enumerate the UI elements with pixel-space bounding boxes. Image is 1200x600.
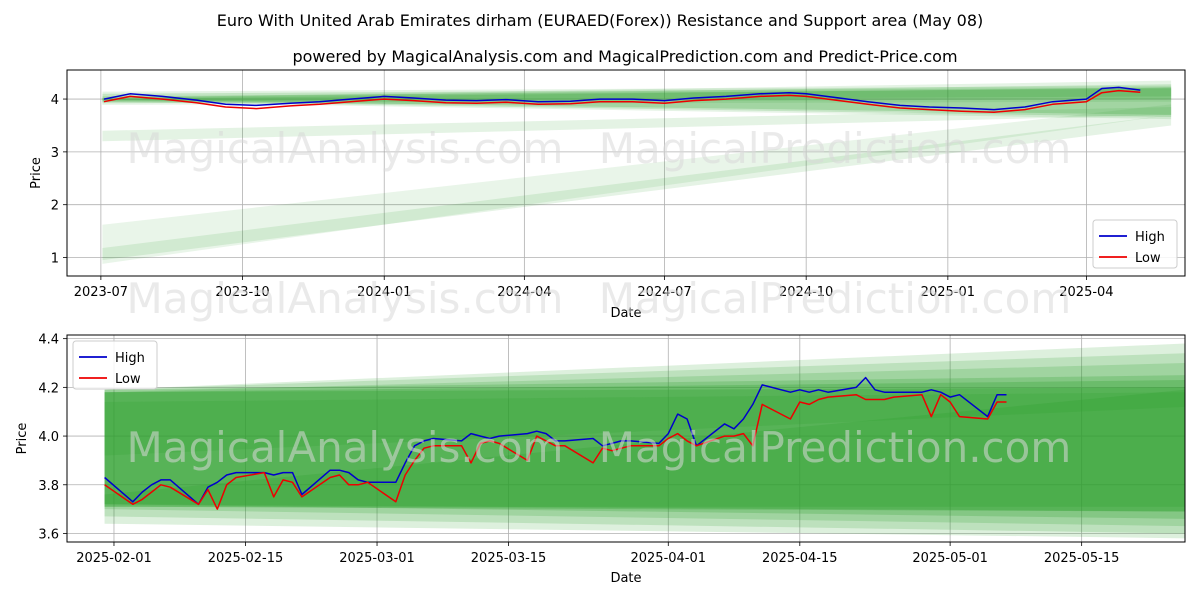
x-tick-label: 2024-04 [497,285,551,300]
watermark-left-top: MagicalAnalysis.com [127,124,564,173]
series-line-high [103,86,1141,111]
x-tick-label: 2025-03-01 [339,551,415,566]
bottom-chart-panel: 2025-02-01 2025-02-15 2025-03-01 2025-03-15… [15,333,1186,586]
x-axis-label: Date [610,571,641,586]
x-tick-label: 2025-05-15 [1044,551,1120,566]
legend: High Low [72,340,158,390]
legend-label-low: Low [115,372,141,387]
plot-frame [66,334,1186,543]
y-tick-label: 3.8 [38,479,59,494]
x-tick-label: 2025-04-15 [762,551,838,566]
y-tick-label: 4.0 [38,430,59,445]
y-tick-label: 4.4 [38,333,59,348]
support-resistance-band [104,353,1185,534]
support-resistance-band [104,389,1185,507]
support-resistance-band [102,114,1172,261]
series-line-low [103,89,1141,114]
y-tick-label: 3 [51,146,59,161]
support-resistance-band [102,88,1172,102]
watermark-right-top: MagicalPrediction.com [599,124,1072,173]
y-tick-label: 1 [51,252,59,267]
y-tick-label: 4 [51,93,59,108]
watermark-right-bottom: MagicalPrediction.com [599,423,1072,472]
legend-label-high: High [1135,230,1165,245]
x-tick-label: 2023-07 [74,285,128,300]
legend-box [1092,219,1178,269]
x-tick-label: 2025-02-15 [208,551,284,566]
y-tick-label: 2 [51,199,59,214]
chart-subtitle: powered by MagicalAnalysis.com and Magic… [292,47,957,66]
legend-label-low: Low [1135,251,1161,266]
watermark-left-bottom: MagicalAnalysis.com [127,423,564,472]
x-tick-label: 2024-01 [357,285,411,300]
y-tick-label: 4.2 [38,381,59,396]
y-axis-label: Price [15,423,30,455]
plot-frame [66,69,1186,277]
legend-label-high: High [115,351,145,366]
chart-title: Euro With United Arab Emirates dirham (E… [217,11,984,30]
support-resistance-band [104,387,1185,512]
x-tick-label: 2025-01 [921,285,975,300]
x-axis-label: Date [610,306,641,321]
series-line-low [104,393,1007,510]
legend-box [72,340,158,390]
x-tick-label: 2025-04 [1059,285,1113,300]
support-resistance-band [102,87,1172,104]
x-tick-label: 2024-07 [637,285,691,300]
top-chart-panel: 2023-07 2023-10 2024-01 2024-04 2024-07 2024-… [29,69,1186,321]
y-axis-label: Price [29,157,44,189]
support-resistance-band [102,106,1172,142]
support-resistance-band [104,363,1185,527]
watermark-left-mid: MagicalAnalysis.com [127,274,564,323]
x-tick-label: 2023-10 [215,285,269,300]
x-tick-label: 2024-10 [779,285,833,300]
x-tick-label: 2025-05-01 [912,551,988,566]
y-tick-label: 3.6 [38,527,59,542]
series-line-high [104,376,1007,506]
support-resistance-band [104,392,1185,456]
legend: High Low [1092,219,1178,269]
watermark-right-mid: MagicalPrediction.com [599,274,1072,323]
support-resistance-band [102,104,1172,264]
x-tick-label: 2025-04-01 [630,551,706,566]
x-tick-label: 2025-03-15 [471,551,547,566]
x-tick-label: 2025-02-01 [76,551,152,566]
